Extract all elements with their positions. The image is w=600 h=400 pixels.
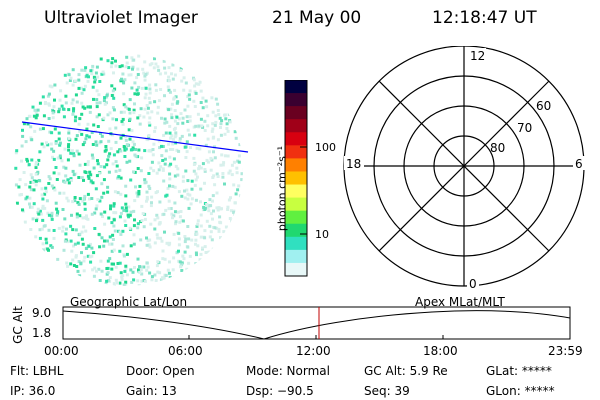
info-glon: GLon: ***** [486, 384, 555, 398]
colorbar-step [285, 171, 307, 186]
altitude-curve [62, 310, 571, 340]
lat-label-60: 60 [536, 99, 551, 113]
colorbar-step [285, 106, 307, 120]
time-label: 12:18:47 UT [432, 8, 537, 28]
colorbar-step [285, 145, 307, 159]
colorbar-step [285, 119, 307, 133]
info-dsp: Dsp: −90.5 [246, 384, 314, 398]
mlt-label-12: 12 [470, 49, 485, 63]
info-glat: GLat: ***** [486, 364, 552, 378]
mlt-label-6: 6 [575, 157, 583, 171]
colorbar-step [285, 158, 307, 172]
auroral-image [14, 54, 249, 286]
timeline-plot [62, 306, 571, 340]
info-filter: Flt: LBHL [10, 364, 64, 378]
timeline-x-tick-0600: 06:00 [168, 344, 203, 358]
info-seq: Seq: 39 [364, 384, 410, 398]
colorbar-step [285, 197, 307, 212]
timeline-right-caption: Apex MLat/MLT [415, 295, 505, 309]
timeline-x-tick-2359: 23:59 [548, 344, 583, 358]
colorbar-step [285, 210, 307, 225]
timeline-y-tick-max: 9.0 [32, 306, 52, 320]
date-label: 21 May 00 [272, 8, 362, 28]
timeline-y-tick-min: 1.8 [32, 326, 52, 340]
mlt-label-0: 0 [469, 277, 477, 290]
auroral-emission-pixels [14, 54, 243, 286]
timeline-x-tick-1800: 18:00 [423, 344, 458, 358]
polar-diagonal-2 [378, 80, 550, 252]
info-gain: Gain: 13 [126, 384, 177, 398]
colorbar-tick-10: 10 [315, 228, 329, 241]
timeline-left-caption: Geographic Lat/Lon [70, 295, 188, 309]
timeline-x-tick-1200: 12:00 [296, 344, 331, 358]
colorbar-step [285, 80, 307, 94]
colorbar-step [285, 249, 307, 264]
colorbar-unit-label: photon cm⁻²s⁻¹ [275, 145, 289, 232]
timeline-frame [62, 306, 571, 340]
info-ip: IP: 36.0 [10, 384, 56, 398]
colorbar [284, 80, 308, 277]
colorbar-step [285, 93, 307, 107]
colorbar-tick-100: 100 [315, 141, 336, 154]
colorbar-step [285, 132, 307, 146]
timeline-y-axis-label: GC Alt [10, 306, 25, 344]
mlt-label-18: 18 [346, 157, 361, 171]
lat-label-70: 70 [517, 121, 532, 135]
timeline-x-tick-0000: 00:00 [44, 344, 79, 358]
lat-label-80: 80 [490, 141, 505, 155]
app-title: Ultraviolet Imager [44, 8, 198, 28]
info-door: Door: Open [126, 364, 195, 378]
terminator-line [21, 121, 249, 153]
info-gc-alt: GC Alt: 5.9 Re [364, 364, 448, 378]
colorbar-step [285, 262, 307, 277]
colorbar-step [285, 184, 307, 199]
polar-plot: 12 18 6 0 60 70 80 [343, 46, 585, 290]
info-mode: Mode: Normal [246, 364, 330, 378]
colorbar-step [285, 236, 307, 251]
